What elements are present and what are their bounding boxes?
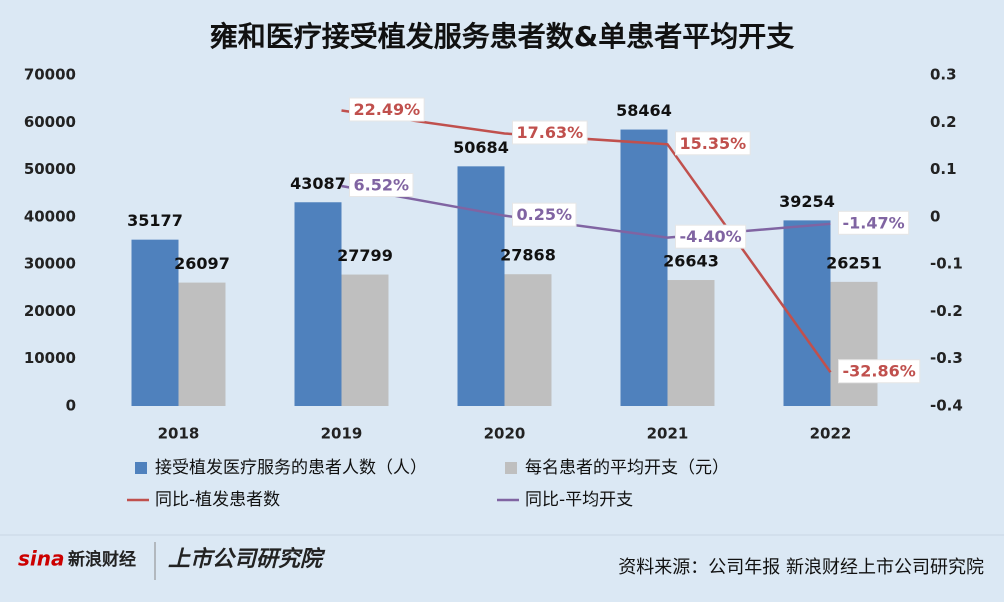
legend-label: 每名患者的平均开支（元） <box>525 458 729 478</box>
data-label: 0.25% <box>512 202 577 227</box>
line-value-label: -4.40% <box>680 227 742 246</box>
label-box <box>838 359 921 384</box>
bar-value-label: 50684 <box>453 138 509 157</box>
label-box <box>512 120 588 145</box>
line-value-label: 0.25% <box>517 205 573 224</box>
y-tick-label: 20000 <box>24 302 76 320</box>
x-tick-label: 2018 <box>158 425 200 443</box>
y2-tick-label: -0.2 <box>930 302 963 320</box>
y-tick-label: 70000 <box>24 66 76 84</box>
label-box <box>675 224 747 249</box>
data-label: 6.52% <box>349 173 414 198</box>
label-box <box>838 210 910 235</box>
legend-label: 接受植发医疗服务的患者人数（人） <box>155 458 427 478</box>
bar <box>294 202 342 406</box>
data-label: 17.63% <box>512 120 588 145</box>
logo-text: 上市公司研究院 <box>168 546 326 572</box>
data-label: -4.40% <box>675 224 747 249</box>
data-label: 22.49% <box>349 97 425 122</box>
source-note: 资料来源：公司年报 新浪财经上市公司研究院 <box>618 557 984 578</box>
line-value-label: 6.52% <box>354 176 410 195</box>
y2-tick-label: 0.2 <box>930 113 957 131</box>
bar <box>178 282 226 406</box>
bar <box>504 274 552 406</box>
bar <box>620 129 668 406</box>
y-tick-label: 50000 <box>24 160 76 178</box>
bar-value-label: 26643 <box>663 252 719 271</box>
bar <box>783 220 831 406</box>
x-tick-label: 2022 <box>810 425 852 443</box>
x-tick-label: 2019 <box>321 425 363 443</box>
bar-value-label: 58464 <box>616 101 672 120</box>
line-value-label: 17.63% <box>517 123 584 142</box>
bar-value-label: 43087 <box>290 174 346 193</box>
y-tick-label: 40000 <box>24 207 76 225</box>
data-label: -32.86% <box>838 359 921 384</box>
x-tick-label: 2021 <box>647 425 689 443</box>
bar <box>131 239 179 406</box>
bar-value-label: 35177 <box>127 211 183 230</box>
line <box>341 184 831 239</box>
logo-text: 新浪财经 <box>68 549 136 570</box>
bar-value-label: 39254 <box>779 192 835 211</box>
label-box <box>512 202 577 227</box>
line-value-label: -32.86% <box>843 362 916 381</box>
y-tick-label: 10000 <box>24 349 76 367</box>
line-value-label: 15.35% <box>680 134 747 153</box>
y-tick-label: 0 <box>66 397 76 415</box>
legend-label: 同比-平均开支 <box>525 490 633 510</box>
bar-value-label: 27799 <box>337 246 393 265</box>
y2-tick-label: 0.3 <box>930 66 957 84</box>
bar <box>457 166 505 406</box>
legend-label: 同比-植发患者数 <box>155 490 280 510</box>
legend-swatch <box>135 462 147 474</box>
bar-value-label: 26251 <box>826 253 882 272</box>
y2-tick-label: -0.1 <box>930 255 963 273</box>
data-label: 15.35% <box>675 131 751 156</box>
bar-value-label: 26097 <box>174 254 230 273</box>
label-box <box>349 97 425 122</box>
bar-value-label: 27868 <box>500 246 556 265</box>
y2-tick-label: -0.3 <box>930 349 963 367</box>
bar <box>830 281 878 406</box>
y2-tick-label: 0.1 <box>930 160 957 178</box>
data-label: -1.47% <box>838 210 910 235</box>
logo-sina: sina <box>18 547 65 571</box>
bar <box>341 274 389 406</box>
y-tick-label: 30000 <box>24 255 76 273</box>
y2-tick-label: -0.4 <box>930 397 963 415</box>
bar <box>667 280 715 406</box>
line-value-label: 22.49% <box>354 100 421 119</box>
line-value-label: -1.47% <box>843 213 905 232</box>
label-box <box>675 131 751 156</box>
y-tick-label: 60000 <box>24 113 76 131</box>
legend-swatch <box>505 462 517 474</box>
label-box <box>349 173 414 198</box>
x-tick-label: 2020 <box>484 425 526 443</box>
y2-tick-label: 0 <box>930 207 940 225</box>
chart-title: 雍和医疗接受植发服务患者数&单患者平均开支 <box>210 20 794 53</box>
